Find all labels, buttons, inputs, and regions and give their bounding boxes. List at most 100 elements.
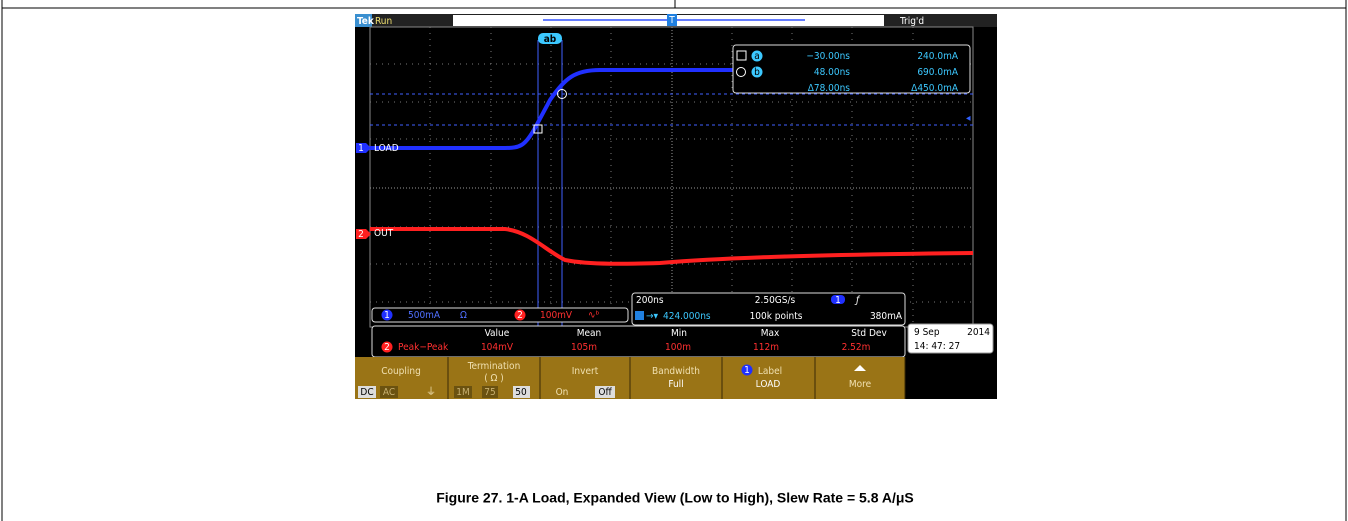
ch1-marker bbox=[356, 143, 371, 153]
cursor-tag-box bbox=[538, 33, 562, 44]
time-position: 424.000ns bbox=[663, 311, 711, 322]
icon bbox=[751, 50, 763, 62]
measure-name: Peak−Peak bbox=[398, 342, 449, 353]
brand-box bbox=[355, 14, 372, 27]
measure-value: 104mV bbox=[481, 342, 514, 353]
ch1-number: 1 bbox=[358, 143, 364, 154]
icon bbox=[736, 67, 746, 77]
trigger-channel: 1 bbox=[835, 295, 841, 306]
option-box bbox=[380, 386, 398, 398]
measurement-box bbox=[371, 325, 906, 358]
menu-option[interactable]: LOAD bbox=[756, 379, 781, 390]
state: Run bbox=[375, 16, 392, 27]
ground-icon: ⏚ bbox=[426, 386, 436, 398]
clock: 14: 47: 27 bbox=[914, 341, 960, 352]
trigger-box bbox=[667, 14, 677, 26]
cursor-id: b bbox=[754, 67, 760, 78]
cursor-readout bbox=[732, 44, 971, 94]
cursor-a-point bbox=[533, 124, 543, 134]
ch2-marker bbox=[356, 229, 371, 239]
date: 9 Sep bbox=[914, 327, 940, 338]
year: 2014 bbox=[967, 327, 990, 338]
edge-icon: ƒ bbox=[854, 295, 861, 306]
cursor-time: 48.00ns bbox=[814, 67, 850, 78]
channel-row bbox=[371, 307, 629, 323]
trigger-status: Trig'd bbox=[899, 16, 924, 27]
trigger-level: 380mA bbox=[870, 311, 903, 322]
ch1-label: LOAD bbox=[374, 143, 399, 154]
icon bbox=[751, 66, 763, 78]
menu-option[interactable]: AC bbox=[383, 387, 395, 398]
level-arrow: ◂ bbox=[966, 113, 971, 124]
menu-option[interactable]: Off bbox=[598, 387, 612, 398]
ch1-unit: Ω bbox=[460, 310, 467, 321]
measure-header: Mean bbox=[577, 328, 602, 339]
measure-header: Min bbox=[671, 328, 687, 339]
menu-bar: Coupling DC AC ⏚ Termination ( Ω ) 1M 75… bbox=[355, 357, 997, 399]
option-box bbox=[482, 386, 498, 398]
menu-title[interactable]: Invert bbox=[572, 366, 599, 377]
icon: ∿ᵇ bbox=[588, 310, 600, 321]
cursor-current: 690.0mA bbox=[917, 67, 959, 78]
cursor-b-point bbox=[557, 89, 567, 99]
menu-channel: 1 bbox=[744, 365, 750, 376]
menu-title[interactable]: Coupling bbox=[381, 366, 421, 377]
measure-value: 112m bbox=[753, 342, 779, 353]
measure-header: Max bbox=[761, 328, 780, 339]
measure-header: Std Dev bbox=[851, 328, 887, 339]
icon bbox=[514, 309, 526, 321]
ch1-number: 1 bbox=[384, 310, 390, 321]
menu-subtitle: ( Ω ) bbox=[484, 373, 504, 384]
option-box bbox=[454, 386, 472, 398]
record-length: 100k points bbox=[750, 311, 803, 322]
figure-caption: Figure 27. 1-A Load, Expanded View (Low … bbox=[436, 490, 914, 506]
sample-rate: 2.50GS/s bbox=[755, 295, 796, 306]
menu-title[interactable]: More bbox=[849, 379, 872, 390]
ch2-scale: 100mV bbox=[540, 310, 573, 321]
icon bbox=[381, 341, 393, 353]
ch2-label: OUT bbox=[374, 228, 394, 239]
option-box bbox=[595, 386, 615, 398]
measure-channel: 2 bbox=[384, 342, 390, 353]
ch2-number: 2 bbox=[358, 229, 364, 240]
ch2-number: 2 bbox=[517, 310, 523, 321]
menu-option[interactable]: 50 bbox=[515, 387, 527, 398]
measure-header: Value bbox=[485, 328, 510, 339]
brand: Tek bbox=[357, 16, 375, 27]
icon bbox=[381, 309, 393, 321]
menu-option[interactable]: Full bbox=[668, 379, 683, 390]
ch1-scale: 500mA bbox=[408, 310, 441, 321]
menu-title[interactable]: Bandwidth bbox=[652, 366, 700, 377]
load-trace bbox=[370, 68, 926, 150]
cursor-time: −30.00ns bbox=[806, 51, 850, 62]
scope-screenshot: Tek Run T Trig'd ab ◂ 1 LOAD 2 bbox=[355, 14, 997, 399]
up-arrow bbox=[854, 365, 866, 371]
menu-title[interactable]: Label bbox=[758, 366, 782, 377]
trigger-marker: T bbox=[668, 15, 675, 26]
cursor-tag: ab bbox=[544, 34, 557, 45]
date-box bbox=[907, 323, 994, 354]
cursor-delta-current: Δ450.0mA bbox=[911, 83, 959, 94]
cursor-current: 240.0mA bbox=[917, 51, 959, 62]
menu-option[interactable]: 75 bbox=[484, 387, 495, 398]
measure-value: 105m bbox=[571, 342, 597, 353]
option-box bbox=[358, 386, 376, 398]
measure-value: 100m bbox=[665, 342, 691, 353]
icon bbox=[831, 295, 845, 304]
icon bbox=[635, 311, 644, 320]
menu-option[interactable]: 1M bbox=[456, 387, 470, 398]
menu-blank bbox=[905, 357, 997, 399]
icon bbox=[736, 50, 747, 61]
menu-title[interactable]: Termination bbox=[467, 361, 521, 372]
cursor-id: a bbox=[754, 51, 760, 62]
icon: →▾ bbox=[646, 311, 659, 322]
option-box bbox=[513, 386, 530, 398]
icon bbox=[741, 364, 753, 376]
cursor-delta-time: Δ78.00ns bbox=[808, 83, 851, 94]
menu-option[interactable]: On bbox=[556, 387, 569, 398]
out-trace bbox=[370, 227, 974, 266]
menu-option[interactable]: DC bbox=[360, 387, 373, 398]
time-scale: 200ns bbox=[636, 295, 664, 306]
measure-value: 2.52m bbox=[842, 342, 871, 353]
